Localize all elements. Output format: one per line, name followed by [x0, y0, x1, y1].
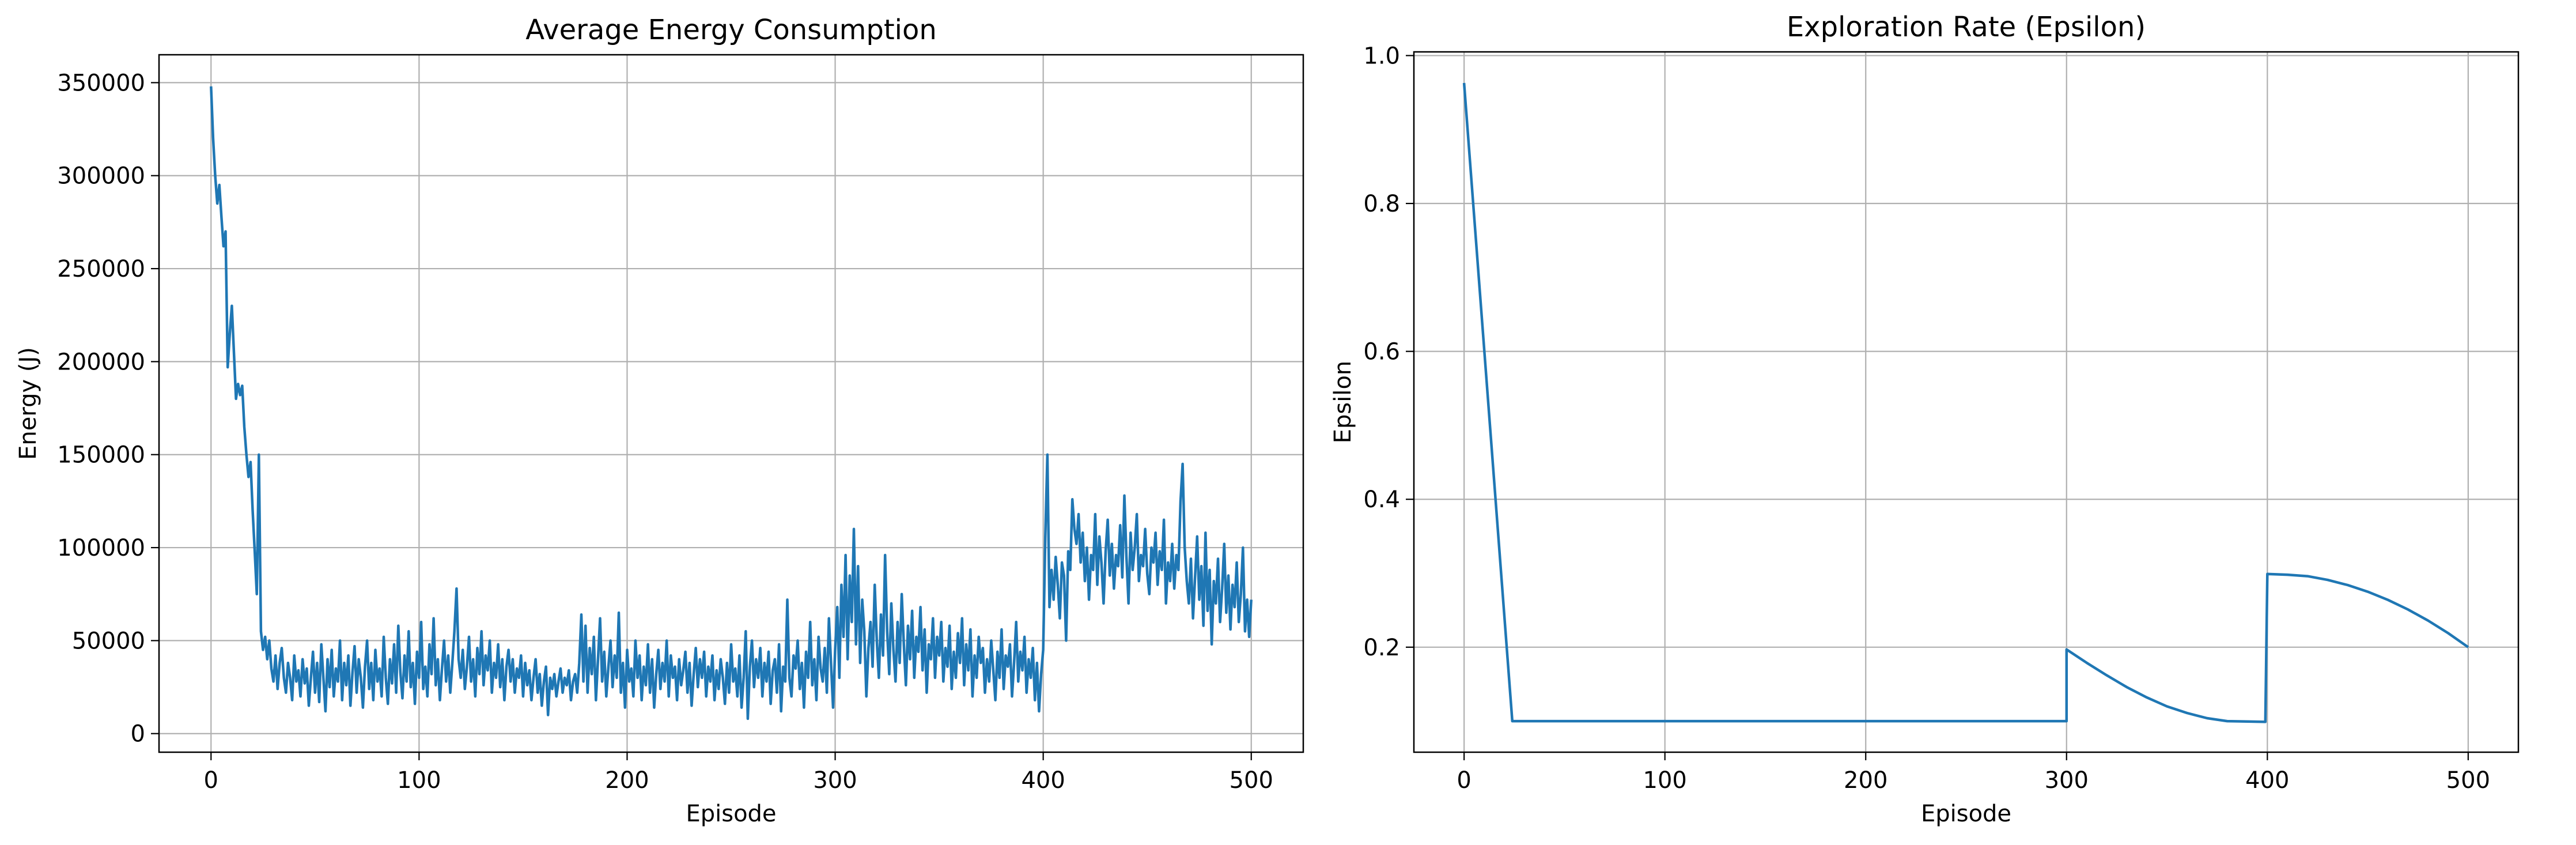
- epsilon-y-tick-label: 0.8: [1363, 191, 1400, 217]
- epsilon-x-tick-label: 300: [2045, 767, 2089, 794]
- energy-x-tick-label: 500: [1230, 767, 1273, 794]
- energy-y-tick-label: 350000: [57, 70, 145, 96]
- energy-x-tick-label: 300: [813, 767, 857, 794]
- energy-y-tick-label: 0: [131, 721, 145, 748]
- epsilon-x-tick-label: 400: [2245, 767, 2289, 794]
- epsilon-y-tick-label: 0.2: [1363, 635, 1400, 661]
- energy-y-axis-label: Energy (J): [15, 347, 41, 460]
- epsilon-chart-title: Exploration Rate (Epsilon): [1787, 11, 2146, 43]
- energy-y-tick-label: 150000: [57, 442, 145, 469]
- energy-chart-frame: [158, 54, 1304, 753]
- epsilon-x-tick-label: 500: [2446, 767, 2490, 794]
- epsilon-x-axis-label: Episode: [1921, 801, 2011, 827]
- energy-y-tick-label: 250000: [57, 256, 145, 282]
- epsilon-chart-grid: [1414, 52, 2518, 752]
- energy-chart-title: Average Energy Consumption: [525, 14, 937, 46]
- energy-x-tick-label: 100: [397, 767, 441, 794]
- energy-y-tick-label: 200000: [57, 349, 145, 375]
- epsilon-x-tick-label: 0: [1457, 767, 1471, 794]
- epsilon-chart-panel: 0 100 200 300 400 500 0.2 0.4 0.6 0.8 1.0 Explora…: [1330, 11, 2520, 827]
- epsilon-series-line: [1462, 82, 2469, 723]
- epsilon-x-ticks: 0 100 200 300 400 500: [1457, 752, 2490, 794]
- energy-y-ticks: 0 50000 100000 150000 200000 250000 300000 3500…: [57, 70, 159, 748]
- epsilon-y-tick-label: 1.0: [1363, 43, 1400, 69]
- energy-y-tick-label: 100000: [57, 535, 145, 561]
- epsilon-x-tick-label: 200: [1844, 767, 1887, 794]
- energy-x-tick-label: 200: [605, 767, 649, 794]
- energy-x-ticks: 0 100 200 300 400 500: [204, 752, 1273, 794]
- energy-chart-grid: [159, 55, 1303, 752]
- energy-chart-panel: 0 100 200 300 400 500 0 50000 100000 150000 20000…: [15, 14, 1304, 827]
- epsilon-y-ticks: 0.2 0.4 0.6 0.8 1.0: [1363, 43, 1414, 661]
- energy-x-tick-label: 400: [1021, 767, 1065, 794]
- epsilon-y-axis-label: Epsilon: [1330, 361, 1356, 444]
- epsilon-x-tick-label: 100: [1643, 767, 1687, 794]
- energy-x-axis-label: Episode: [686, 801, 776, 827]
- energy-x-tick-label: 0: [204, 767, 218, 794]
- energy-y-tick-label: 300000: [57, 163, 145, 190]
- energy-series-line: [210, 86, 1253, 720]
- epsilon-y-tick-label: 0.6: [1363, 339, 1400, 365]
- epsilon-y-tick-label: 0.4: [1363, 486, 1400, 513]
- energy-y-tick-label: 50000: [72, 628, 145, 654]
- epsilon-chart-frame: [1413, 51, 2520, 753]
